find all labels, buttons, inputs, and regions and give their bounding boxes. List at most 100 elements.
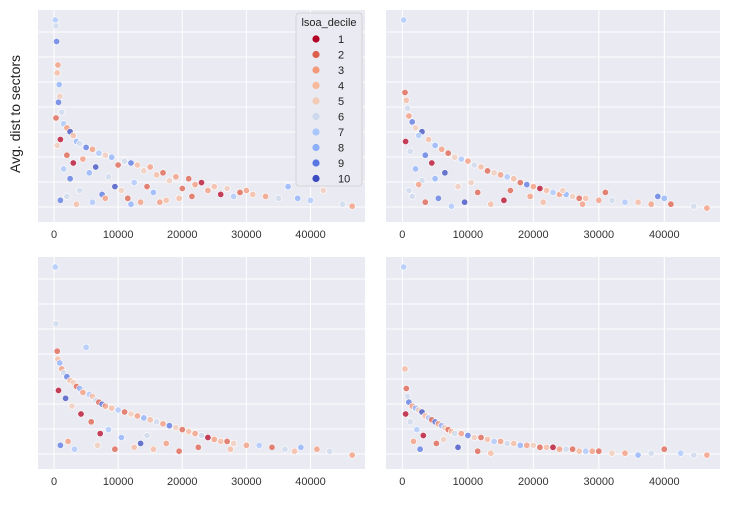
data-point: [77, 410, 85, 418]
data-point: [108, 404, 116, 412]
data-point: [198, 432, 206, 440]
data-point: [543, 443, 551, 451]
data-point: [51, 263, 59, 271]
data-point: [127, 159, 135, 167]
data-point: [56, 92, 64, 100]
data-point: [162, 439, 170, 447]
legend-marker-2: [312, 50, 320, 59]
data-point: [526, 192, 534, 200]
data-point: [159, 420, 167, 428]
legend-label-7: 7: [338, 127, 344, 139]
data-point: [194, 443, 202, 451]
data-point: [569, 445, 577, 453]
plot-background: [386, 257, 720, 469]
data-point: [497, 437, 505, 445]
data-point: [85, 169, 93, 177]
data-point: [172, 173, 180, 181]
y-axis-label: Avg. dist to sectors: [7, 55, 23, 173]
data-point: [262, 192, 270, 200]
data-point: [490, 169, 498, 177]
data-point: [582, 447, 590, 455]
data-point: [52, 320, 60, 328]
data-point: [408, 118, 416, 126]
data-point: [647, 449, 655, 457]
legend-label-6: 6: [338, 112, 344, 124]
x-tick-label: 10000: [453, 229, 484, 241]
data-point: [595, 447, 603, 455]
data-point: [497, 171, 505, 179]
data-point: [108, 153, 116, 161]
data-point: [56, 196, 64, 204]
data-point: [416, 445, 424, 453]
data-point: [464, 157, 472, 165]
data-point: [500, 196, 508, 204]
data-point: [88, 198, 96, 206]
data-point: [447, 202, 455, 210]
data-point: [428, 159, 436, 167]
data-point: [53, 69, 61, 77]
data-point: [339, 200, 347, 208]
data-point: [101, 151, 109, 159]
data-point: [510, 439, 518, 447]
data-point: [431, 141, 439, 149]
data-point: [242, 187, 250, 195]
data-point: [143, 183, 151, 191]
data-point: [54, 386, 62, 394]
data-point: [579, 200, 587, 208]
x-tick-labels: 0 10000 20000 30000 40000: [399, 229, 679, 241]
x-tick-label: 20000: [518, 476, 549, 488]
data-point: [284, 183, 292, 191]
data-point: [411, 165, 419, 173]
x-tick-label: 30000: [231, 476, 262, 488]
legend-label-4: 4: [338, 81, 344, 93]
data-point: [415, 132, 423, 140]
data-point: [536, 185, 544, 193]
data-point: [647, 200, 655, 208]
data-point: [95, 149, 103, 157]
data-point: [477, 163, 485, 171]
x-tick-label: 20000: [518, 229, 549, 241]
data-point: [451, 430, 459, 438]
data-point: [503, 439, 511, 447]
data-point: [621, 198, 629, 206]
data-point: [58, 108, 66, 116]
data-point: [401, 89, 409, 97]
data-point: [51, 16, 59, 24]
data-point: [440, 435, 448, 443]
data-point: [70, 445, 78, 453]
data-point: [703, 451, 711, 459]
data-point: [419, 432, 427, 440]
gridlines: [38, 257, 365, 469]
data-point: [490, 437, 498, 445]
data-point: [621, 449, 629, 457]
data-point: [274, 194, 282, 202]
data-point: [660, 445, 668, 453]
legend: lsoa_decile 1 2 3 4 5 6 7 8 9 10: [295, 12, 363, 187]
data-point: [133, 161, 141, 169]
data-point: [406, 418, 414, 426]
data-point: [230, 439, 238, 447]
data-point: [441, 169, 449, 177]
data-point: [217, 437, 225, 445]
data-point: [62, 394, 70, 402]
data-point: [53, 141, 61, 149]
data-point: [411, 124, 419, 132]
legend-label-1: 1: [338, 34, 344, 46]
data-point: [634, 451, 642, 459]
gridlines: [386, 10, 720, 222]
data-point: [159, 169, 167, 177]
data-point: [101, 402, 109, 410]
data-point: [76, 187, 84, 195]
data-point: [156, 198, 164, 206]
legend-title: lsoa_decile: [301, 17, 356, 29]
data-point: [64, 437, 72, 445]
data-point: [69, 132, 77, 140]
data-point: [204, 187, 212, 195]
data-point: [425, 136, 433, 144]
x-tick-label: 40000: [295, 229, 326, 241]
data-point: [281, 445, 289, 453]
data-point: [111, 183, 119, 191]
data-point: [464, 432, 472, 440]
data-point: [230, 192, 238, 200]
data-point: [487, 449, 495, 457]
